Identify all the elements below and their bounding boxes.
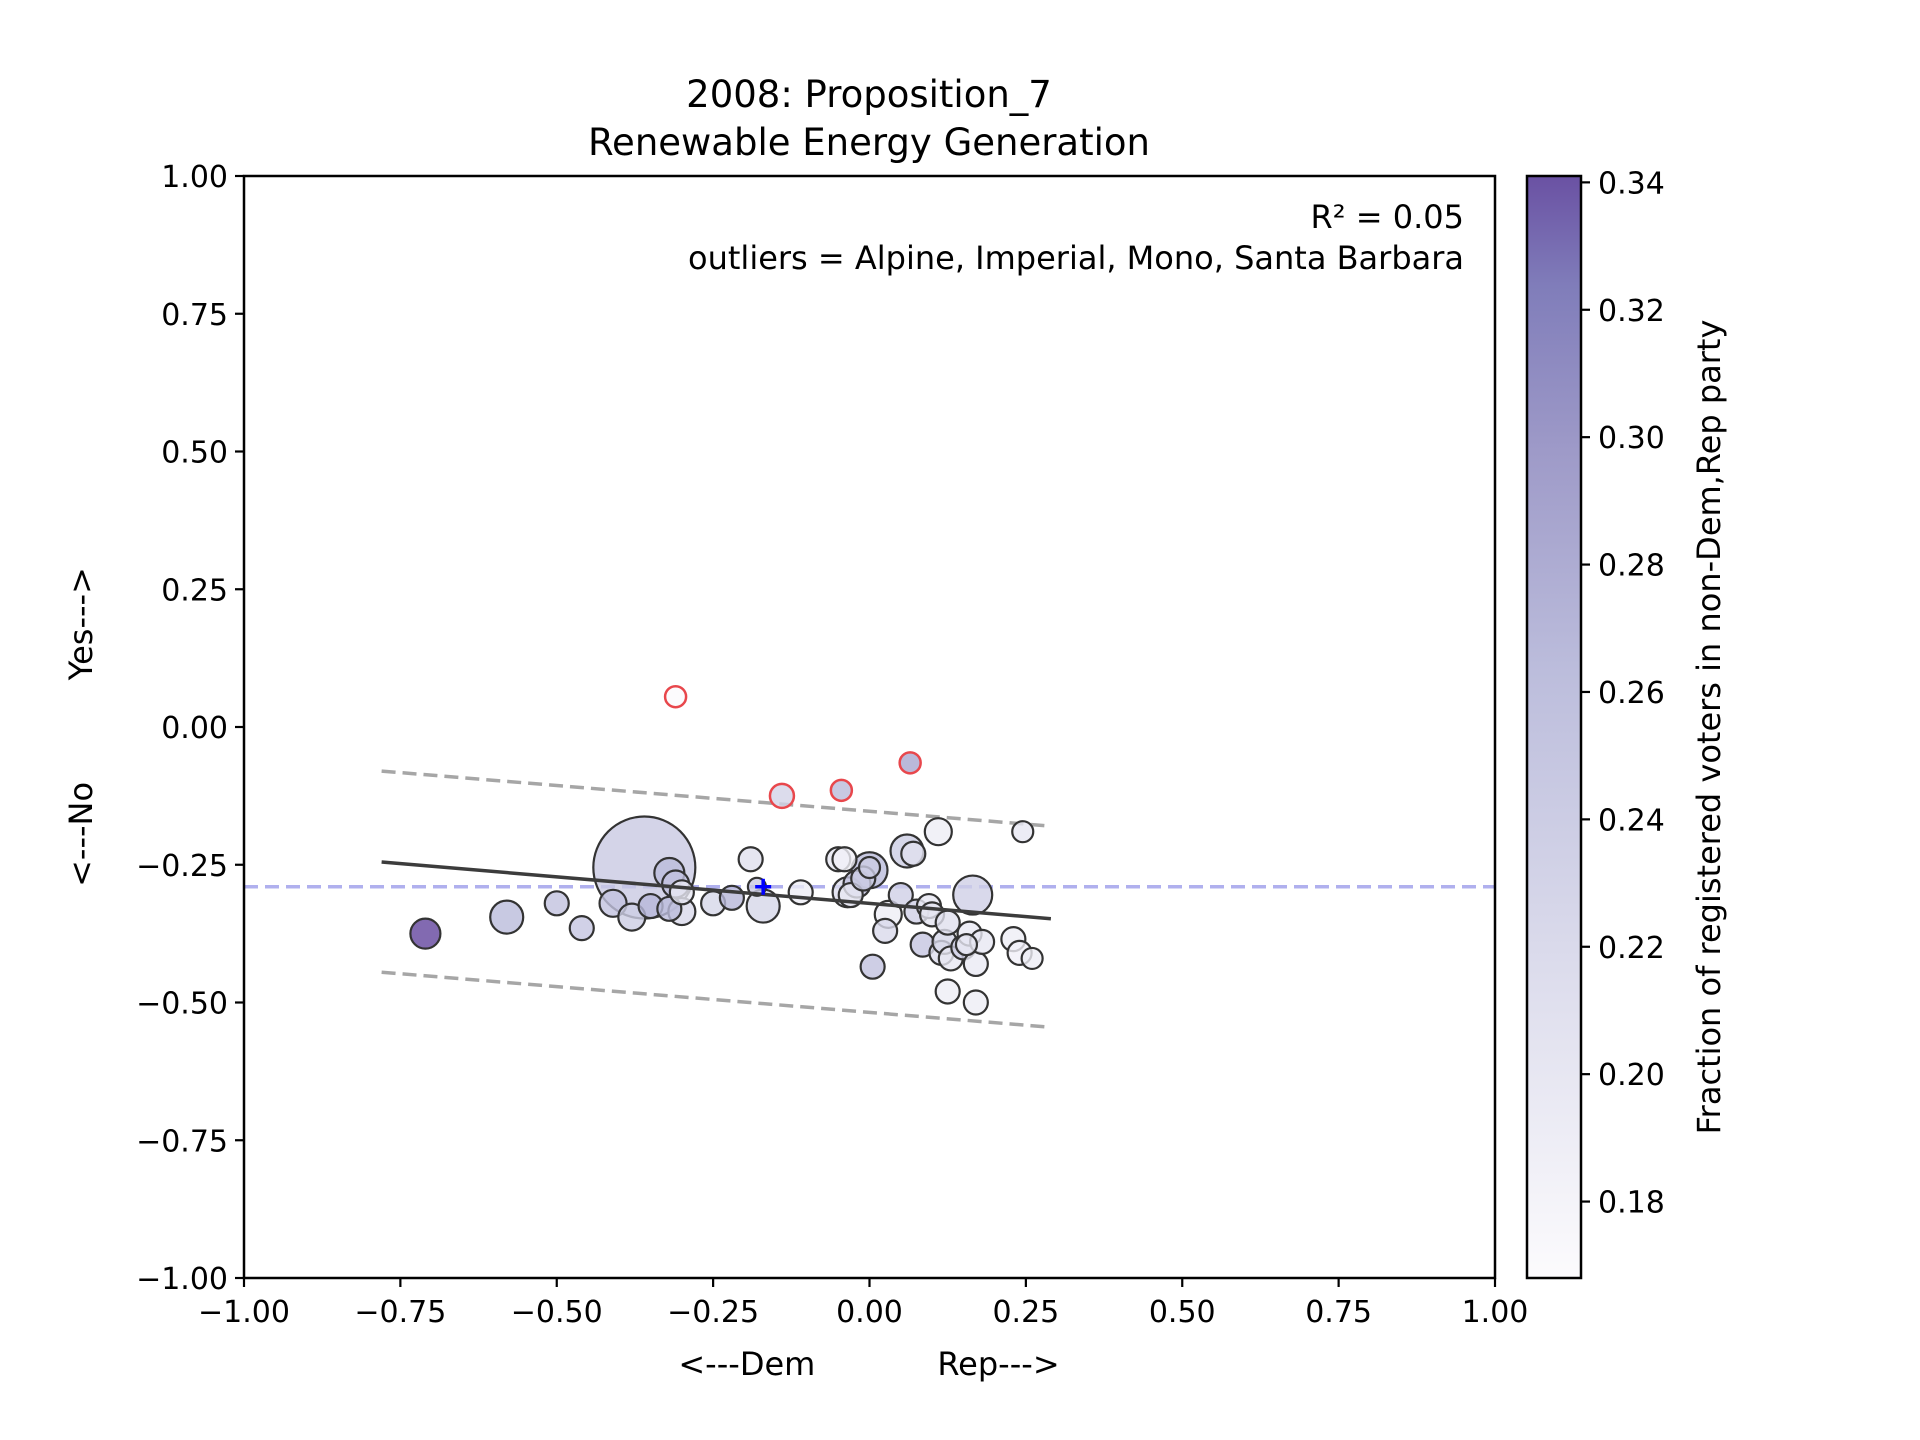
data-point (1020, 946, 1044, 971)
colorbar-tick-label: 0.28 (1598, 549, 1665, 584)
x-tick-label: 1.00 (1462, 1295, 1529, 1330)
chart-title-line1: 2008: Proposition_7 (686, 73, 1052, 116)
y-tick-label: 0.25 (161, 573, 228, 608)
outlier-point (829, 778, 854, 803)
y-tick-label: 0.75 (161, 298, 228, 333)
chart-title: 2008: Proposition_7 Renewable Energy Gen… (588, 73, 1150, 164)
data-point (409, 917, 442, 950)
colorbar-tick-label: 0.32 (1598, 294, 1665, 329)
data-point (857, 855, 882, 880)
x-tick-label: −0.75 (354, 1295, 446, 1330)
y-tick-label: −1.00 (136, 1262, 228, 1297)
data-point (934, 978, 961, 1005)
data-point (900, 840, 927, 867)
outlier-point (663, 684, 688, 709)
colorbar-label: Fraction of registered voters in non-Dem… (1690, 320, 1728, 1135)
data-point (568, 915, 595, 942)
fit-line (381, 860, 1052, 921)
data-point (737, 846, 764, 873)
data-point (489, 899, 525, 935)
colorbar-axis: 0.18 0.20 0.22 0.24 0.26 0.28 0.30 0.32 0.34 (1581, 166, 1665, 1221)
data-point (962, 989, 989, 1016)
data-point (923, 817, 953, 847)
chart-title-line2: Renewable Energy Generation (588, 121, 1150, 164)
data-point (831, 846, 858, 873)
outlier-point (898, 751, 922, 775)
y-tick-label: 0.00 (161, 711, 228, 746)
data-point (859, 953, 886, 980)
colorbar-tick-label: 0.34 (1598, 166, 1665, 201)
y-tick-label: −0.75 (136, 1124, 228, 1159)
colorbar-tick-label: 0.30 (1598, 421, 1665, 456)
plot-frame (242, 174, 1497, 1280)
x-axis: −1.00 −0.75 −0.50 −0.25 0.00 0.25 0.50 0.75 1.00 (198, 1278, 1528, 1330)
data-point (668, 879, 695, 906)
y-tick-label: 0.50 (161, 436, 228, 471)
colorbar-tick-label: 0.26 (1598, 676, 1665, 711)
y-axis: 1.00 0.75 0.50 0.25 0.00 −0.25 −0.50 −0.75 −1.00 (136, 160, 244, 1297)
x-axis-label: <---Dem Rep---> (678, 1345, 1059, 1383)
data-point (872, 917, 899, 944)
y-tick-label: −0.50 (136, 987, 228, 1022)
colorbar-tick-label: 0.22 (1598, 931, 1665, 966)
x-tick-label: −0.50 (511, 1295, 603, 1330)
data-point (543, 890, 570, 917)
data-point (787, 879, 814, 906)
x-tick-label: −1.00 (198, 1295, 290, 1330)
data-point (952, 874, 994, 916)
y-tick-label: 1.00 (161, 160, 228, 195)
band-lower-line (381, 970, 1052, 1030)
colorbar (1525, 174, 1583, 1280)
y-tick-label: −0.25 (136, 849, 228, 884)
x-tick-label: 0.25 (992, 1295, 1059, 1330)
x-tick-label: 0.75 (1305, 1295, 1372, 1330)
data-point (934, 909, 961, 936)
band-upper-line (381, 769, 1052, 828)
y-axis-label: <---No Yes---> (62, 567, 100, 887)
x-tick-label: 0.50 (1149, 1295, 1216, 1330)
outlier-point (768, 782, 796, 810)
data-point (1011, 820, 1035, 844)
colorbar-tick-label: 0.24 (1598, 803, 1665, 838)
plot-content (244, 684, 1495, 1030)
mean-marker (755, 878, 772, 895)
colorbar-tick-label: 0.20 (1598, 1058, 1665, 1093)
outliers-annotation: outliers = Alpine, Imperial, Mono, Santa… (688, 239, 1464, 277)
x-tick-label: −0.25 (667, 1295, 759, 1330)
data-point (954, 933, 979, 957)
r-squared-annotation: R² = 0.05 (1311, 198, 1464, 236)
colorbar-tick-label: 0.18 (1598, 1186, 1665, 1221)
x-tick-label: 0.00 (836, 1295, 903, 1330)
